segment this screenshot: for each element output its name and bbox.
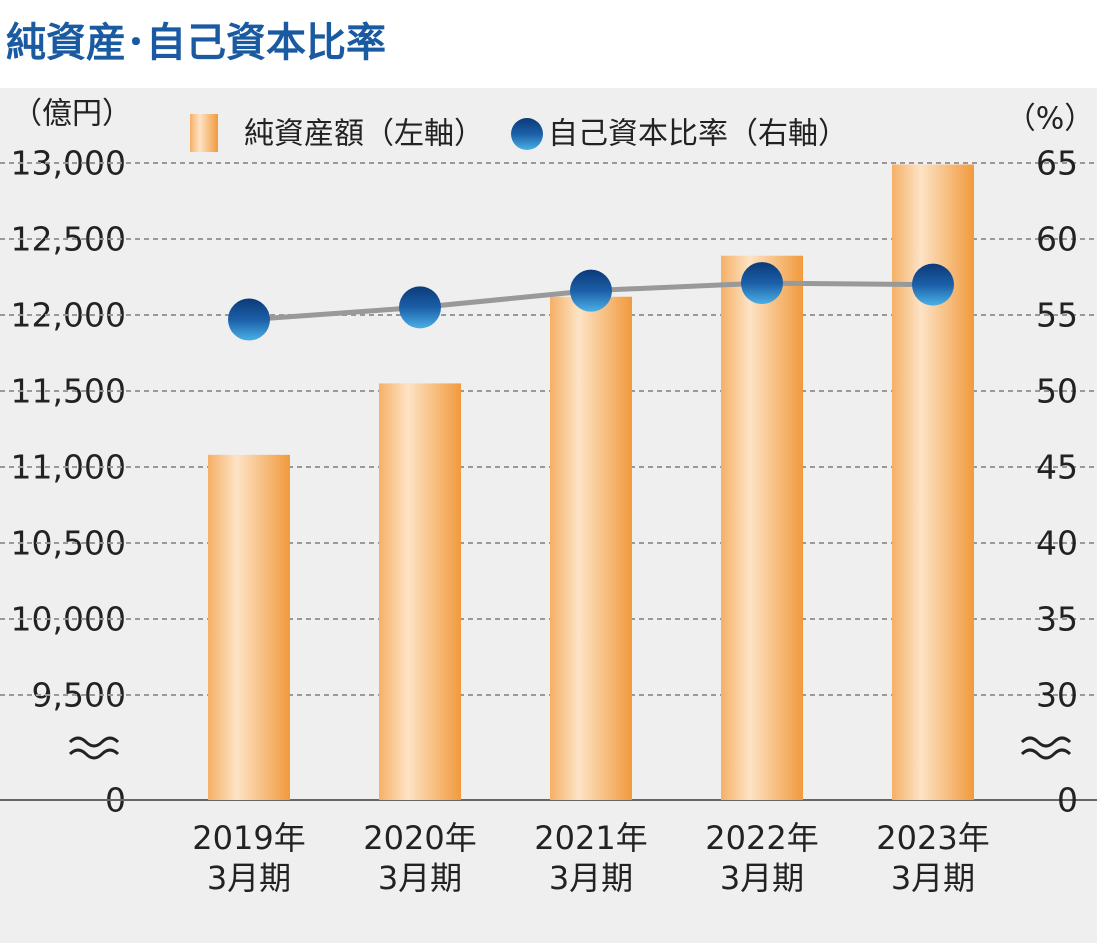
y2-tick-label: 35 bbox=[1036, 600, 1078, 639]
x-tick-label: 2023年 3月期 bbox=[876, 819, 990, 897]
x-tick-label: 2019年 3月期 bbox=[192, 819, 306, 897]
axis-break bbox=[68, 736, 120, 760]
point bbox=[741, 262, 783, 305]
legend-swatch bbox=[190, 114, 218, 152]
chart-title: 純資産･自己資本比率 bbox=[6, 20, 386, 66]
bar bbox=[721, 255, 803, 801]
bar bbox=[379, 383, 461, 800]
bar bbox=[892, 164, 974, 800]
x-tick-label: 2021年 3月期 bbox=[534, 819, 648, 897]
legend-label: 純資産額（左軸） bbox=[244, 117, 484, 152]
point bbox=[399, 286, 441, 329]
axis-break bbox=[1020, 736, 1072, 760]
y2-tick-label: 50 bbox=[1036, 372, 1078, 411]
y2-tick-label: 45 bbox=[1036, 448, 1078, 487]
x-tick-label: 2022年 3月期 bbox=[705, 819, 819, 897]
legend-label: 自己資本比率（右軸） bbox=[548, 117, 848, 152]
bar bbox=[208, 454, 290, 800]
y2-tick-label: 0 bbox=[1057, 781, 1078, 820]
y2-tick-label: 55 bbox=[1036, 296, 1078, 335]
point bbox=[228, 298, 270, 341]
point bbox=[570, 269, 612, 312]
y2-tick-label: 60 bbox=[1036, 220, 1078, 259]
x-tick-label: 2020年 3月期 bbox=[363, 819, 477, 897]
y2-tick-label: 65 bbox=[1036, 144, 1078, 183]
legend-swatch bbox=[511, 118, 543, 150]
y2-tick-label: 30 bbox=[1036, 676, 1078, 715]
y-axis-label: （億円） bbox=[12, 97, 132, 132]
y2-tick-label: 40 bbox=[1036, 524, 1078, 563]
point bbox=[912, 263, 954, 306]
bar bbox=[550, 296, 632, 800]
y2-axis-label: （%） bbox=[1006, 102, 1095, 137]
